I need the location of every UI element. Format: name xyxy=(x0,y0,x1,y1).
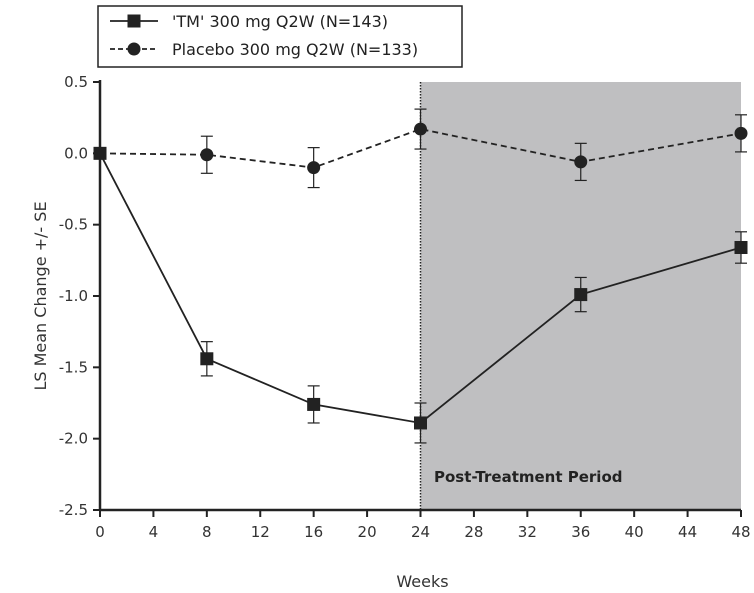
legend-swatch-placebo xyxy=(110,42,158,56)
legend-marker xyxy=(127,42,141,56)
x-tick-label: 0 xyxy=(95,523,105,541)
y-axis-title: LS Mean Change +/- SE xyxy=(31,201,50,390)
data-point xyxy=(200,352,214,366)
x-tick-label: 16 xyxy=(304,523,323,541)
series-line xyxy=(99,128,742,169)
legend-label-tm: 'TM' 300 mg Q2W (N=143) xyxy=(172,12,388,31)
data-point xyxy=(414,416,427,430)
data-point xyxy=(414,122,427,136)
post-treatment-label: Post-Treatment Period xyxy=(434,468,623,486)
x-axis-title: Weeks xyxy=(396,572,448,591)
series-placebo xyxy=(93,108,748,189)
y-tick-label: -2.0 xyxy=(59,430,88,448)
x-tick-label: 8 xyxy=(202,523,212,541)
series-layer xyxy=(93,108,748,444)
x-tick-label: 4 xyxy=(149,523,159,541)
legend: 'TM' 300 mg Q2W (N=143) Placebo 300 mg Q… xyxy=(97,5,463,68)
series-line xyxy=(99,152,742,424)
axes-layer: 0.50.0-0.5-1.0-1.5-2.0-2.50 4 8 12 16 20 24 28 3… xyxy=(59,73,751,541)
data-point xyxy=(200,148,214,162)
y-tick-label: -1.0 xyxy=(59,287,88,305)
x-tick-label: 32 xyxy=(518,523,537,541)
x-tick-label: 36 xyxy=(571,523,590,541)
y-tick-label: -0.5 xyxy=(59,216,88,234)
x-tick-label: 48 xyxy=(731,523,750,541)
y-tick-label: 0.5 xyxy=(64,73,88,91)
data-point xyxy=(307,161,321,175)
data-point xyxy=(734,126,748,140)
x-tick-label: 28 xyxy=(464,523,483,541)
legend-swatch-tm xyxy=(110,14,158,28)
data-point xyxy=(93,146,107,160)
x-tick-label: 12 xyxy=(251,523,270,541)
data-point xyxy=(307,397,321,411)
x-tick-label: 20 xyxy=(358,523,377,541)
x-tick-label: 24 xyxy=(411,523,430,541)
data-point xyxy=(574,155,588,169)
x-tick-label: 44 xyxy=(678,523,697,541)
data-point xyxy=(734,240,748,254)
data-point xyxy=(574,288,588,302)
x-tick-label: 40 xyxy=(625,523,644,541)
y-tick-label: 0.0 xyxy=(64,144,88,162)
legend-box xyxy=(97,5,463,68)
legend-marker xyxy=(127,14,141,28)
y-tick-label: -1.5 xyxy=(59,358,88,376)
legend-label-placebo: Placebo 300 mg Q2W (N=133) xyxy=(172,40,418,59)
y-tick-label: -2.5 xyxy=(59,501,88,519)
